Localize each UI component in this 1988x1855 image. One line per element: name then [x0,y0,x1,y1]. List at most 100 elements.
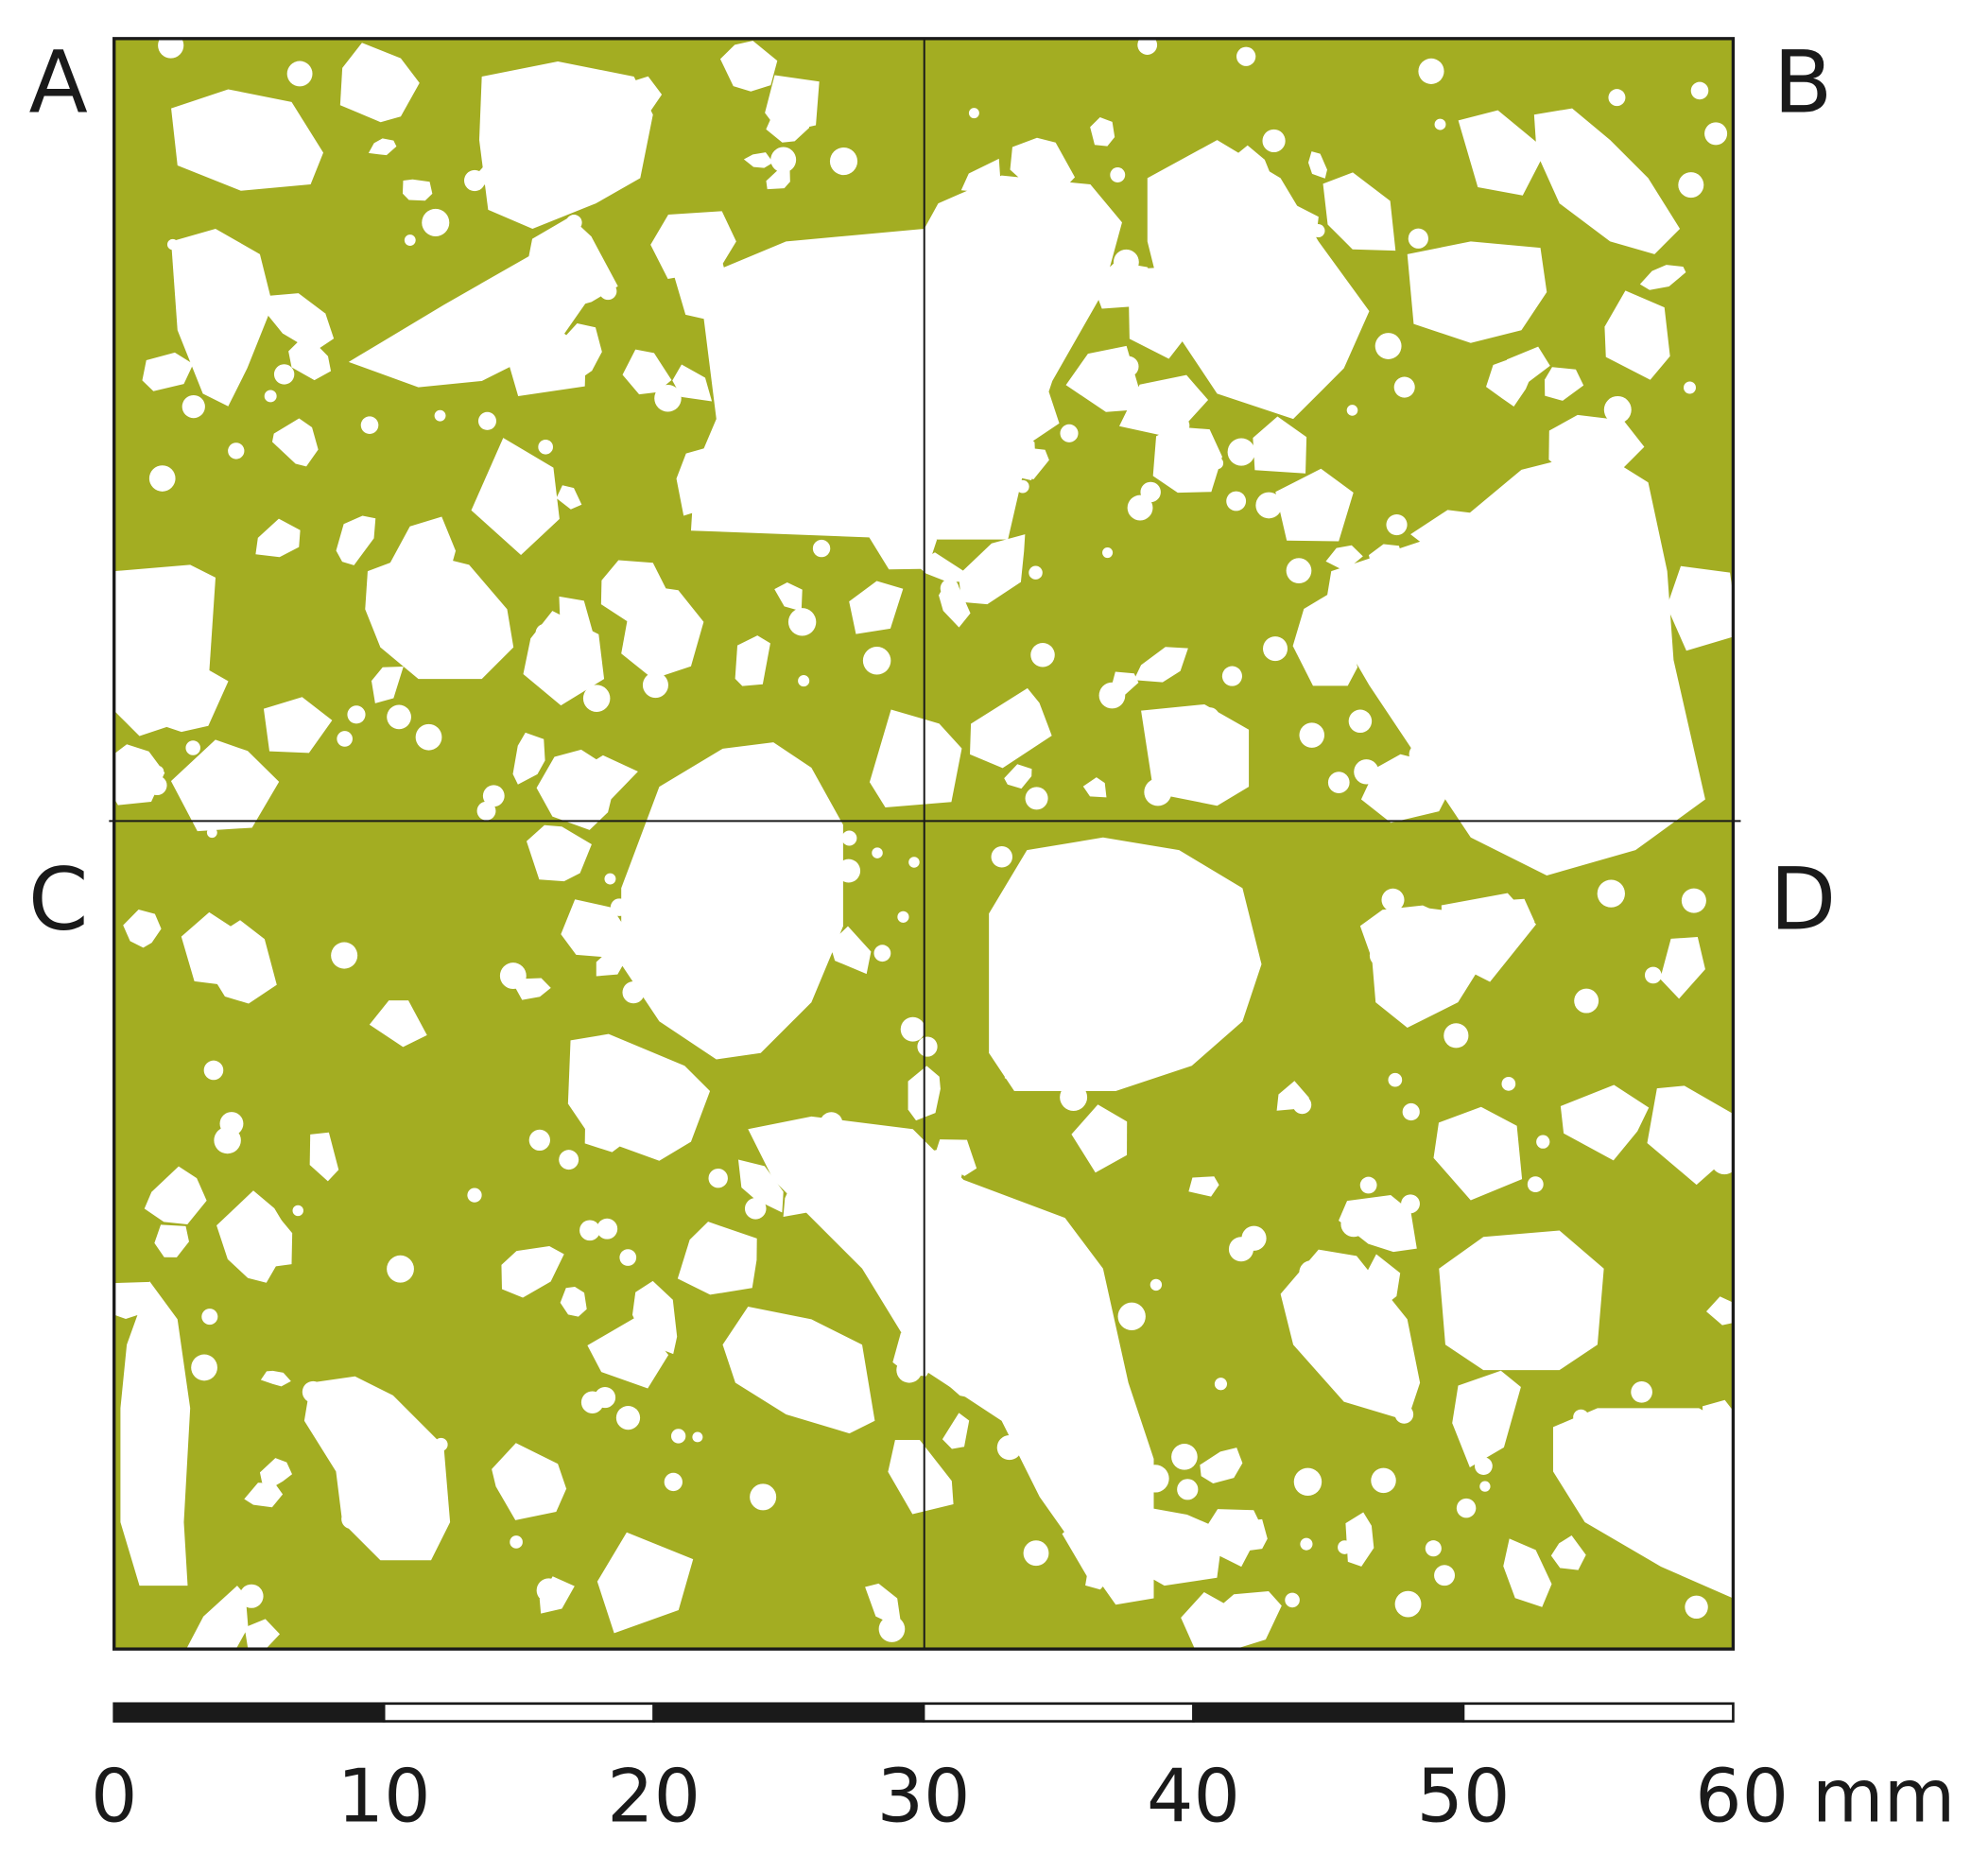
fine-aggregate [968,108,979,119]
aggregate [563,323,602,382]
aggregate [953,381,1060,459]
aggregate [1667,565,1734,651]
fine-aggregate [1574,988,1599,1014]
fine-aggregate [1221,666,1242,686]
aggregate [622,349,672,395]
fine-aggregate [1338,1540,1352,1554]
aggregate [1439,1230,1604,1371]
aggregate [1322,172,1396,251]
fine-aggregate [1141,1465,1169,1493]
fine-aggregate [1678,172,1704,199]
aggregate [171,228,273,407]
aggregate [1410,510,1515,561]
fine-aggregate [1127,494,1153,521]
fine-aggregate [1681,888,1706,913]
fine-aggregate [654,385,682,412]
fine-aggregate [1117,355,1139,377]
fine-aggregate [897,910,909,923]
aggregate [696,760,751,814]
aggregate [774,582,803,612]
fine-aggregate [1685,1595,1708,1620]
fine-aggregate [622,981,645,1004]
fine-aggregate [1369,945,1392,967]
fine-aggregate [1710,1147,1734,1175]
fine-aggregate [347,705,366,724]
fine-aggregate [1286,558,1312,583]
fine-aggregate [166,238,179,251]
fine-aggregate [1300,1537,1313,1551]
fine-aggregate [1171,1444,1198,1470]
aggregate [263,697,333,754]
fine-aggregate [341,1509,361,1529]
fine-aggregate [360,416,379,434]
fine-aggregate [510,1535,523,1549]
fine-aggregate [1023,1540,1049,1567]
aggregate [672,364,713,402]
fine-aggregate [148,465,176,492]
aggregate [371,666,404,703]
fine-aggregate [1317,482,1339,504]
fine-aggregate [1285,1592,1300,1608]
aggregate [674,243,718,321]
fine-aggregate [744,1198,767,1220]
fine-aggregate [1374,333,1402,359]
fine-aggregate [191,1354,217,1381]
aggregate [303,1376,451,1561]
aggregate [928,477,962,510]
fine-aggregate [482,785,505,807]
aggregate [336,515,376,565]
scale-bar: 0 10 20 30 40 50 60 mm [91,1702,1955,1840]
fine-aggregate [565,215,582,231]
fine-aggregate [477,411,497,430]
fine-aggregate [1286,490,1302,506]
panel-label: C [28,848,89,949]
aggregate [1215,953,1257,997]
fine-aggregate [1102,547,1114,559]
fine-aggregate [1262,129,1286,153]
fine-aggregate [1575,474,1597,495]
fine-aggregate [1241,1225,1267,1251]
aggregate [942,1413,970,1449]
aggregate [936,1139,977,1176]
fine-aggregate [1098,682,1126,709]
aggregate [1533,778,1604,846]
aggregate [1505,346,1550,387]
aggregate [888,1439,954,1515]
fine-aggregate [1117,1302,1146,1331]
fine-aggregate [594,278,606,290]
fine-aggregate [292,1205,303,1217]
fine-aggregate [158,38,184,59]
aggregate [1181,1592,1244,1650]
fine-aggregate [1320,496,1336,512]
aggregate [1458,110,1547,196]
fine-aggregate [1418,58,1444,84]
aggregate [259,1458,293,1487]
fine-aggregate [1456,1498,1477,1518]
fine-aggregate [1003,1218,1019,1234]
fine-aggregate [1504,820,1516,833]
aggregate [1550,1534,1586,1570]
fine-aggregate [1392,964,1404,976]
aggregate [1452,1370,1521,1467]
aggregate [672,859,753,923]
fine-aggregate [434,409,446,422]
fine-aggregate [596,1218,618,1240]
fine-aggregate [820,1112,843,1136]
aggregate [1552,1408,1734,1599]
fine-aggregate [1309,274,1330,295]
fine-aggregate [692,1431,703,1443]
aggregate [255,518,301,558]
aggregate [1062,1513,1131,1592]
aggregate [1141,703,1250,806]
fine-aggregate [1621,500,1634,512]
fine-aggregate [1598,1463,1624,1488]
aggregate [1253,416,1307,474]
fine-aggregate [302,1380,324,1403]
fine-aggregate [837,858,861,883]
fine-aggregate [1597,879,1625,908]
aggregate [120,1281,191,1586]
fine-aggregate [201,1309,218,1326]
fine-aggregate [1393,376,1415,398]
aggregate [341,1470,375,1511]
